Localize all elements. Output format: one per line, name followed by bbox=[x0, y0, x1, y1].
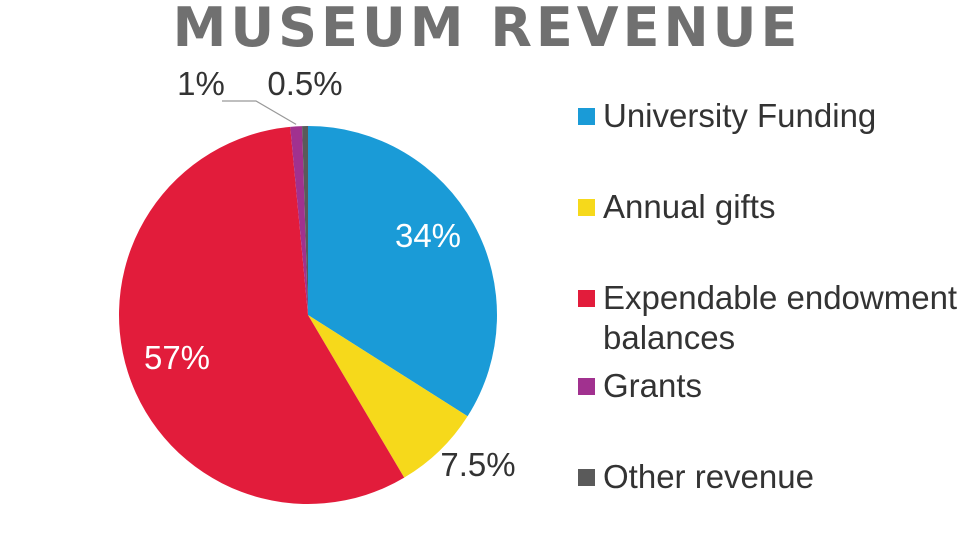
legend-item-expendable-endowment: Expendable endowment balances bbox=[578, 278, 971, 358]
legend: University Funding Annual gifts Expendab… bbox=[578, 0, 974, 554]
pie-slice-university-funding bbox=[308, 126, 498, 417]
legend-item-university-funding: University Funding bbox=[578, 96, 971, 136]
legend-label: Other revenue bbox=[603, 458, 814, 495]
legend-label: Annual gifts bbox=[603, 188, 776, 225]
data-label-expendable-endowment-balances: 57% bbox=[144, 339, 210, 376]
legend-item-other-revenue: Other revenue bbox=[578, 457, 971, 497]
pie-slice-other-revenue bbox=[302, 125, 308, 315]
legend-swatch bbox=[578, 199, 595, 216]
pie-slice-grants bbox=[290, 126, 308, 315]
legend-item-annual-gifts: Annual gifts bbox=[578, 187, 971, 227]
legend-label: University Funding bbox=[603, 97, 877, 134]
data-label-annual-gifts: 7.5% bbox=[440, 446, 515, 483]
legend-swatch bbox=[578, 108, 595, 125]
legend-swatch bbox=[578, 290, 595, 307]
legend-swatch bbox=[578, 469, 595, 486]
data-label-other-revenue: 0.5% bbox=[267, 65, 342, 102]
legend-swatch bbox=[578, 378, 595, 395]
legend-label: Expendable endowment balances bbox=[603, 279, 958, 356]
data-label-grants: 1% bbox=[177, 65, 225, 102]
leader-line bbox=[222, 100, 297, 125]
legend-label: Grants bbox=[603, 367, 703, 404]
pie-slice-expendable-endowment-balances bbox=[118, 126, 405, 505]
legend-item-grants: Grants bbox=[578, 366, 971, 406]
data-label-university-funding: 34% bbox=[395, 217, 461, 254]
chart-title: MUSEUM REVENUE bbox=[172, 0, 802, 59]
pie-slice-annual-gifts bbox=[308, 315, 468, 478]
